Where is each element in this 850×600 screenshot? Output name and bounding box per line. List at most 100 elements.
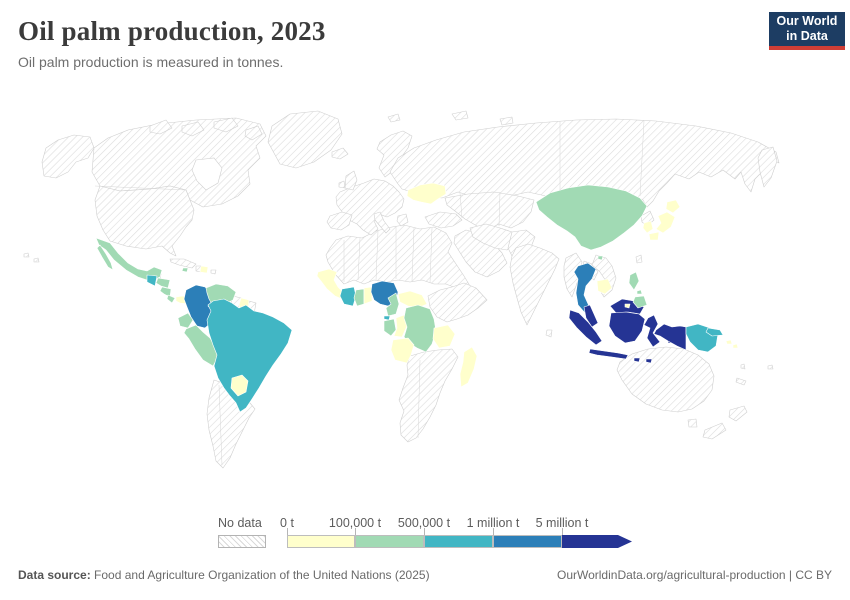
country-australia[interactable] bbox=[616, 346, 715, 413]
country-indonesia[interactable] bbox=[633, 357, 641, 363]
region-southern-africa[interactable] bbox=[398, 348, 459, 443]
region-central-asia[interactable] bbox=[444, 191, 535, 231]
country-brazil[interactable] bbox=[206, 298, 293, 413]
country-cote-divoire[interactable] bbox=[339, 286, 357, 307]
country-ghana[interactable] bbox=[353, 288, 365, 307]
country-philippines[interactable] bbox=[628, 271, 640, 291]
country-iceland[interactable] bbox=[331, 147, 349, 160]
page-subtitle: Oil palm production is measured in tonne… bbox=[18, 54, 284, 70]
legend-no-data-label: No data bbox=[218, 516, 262, 530]
country-new-zealand[interactable] bbox=[728, 405, 748, 422]
country-sri-lanka[interactable] bbox=[545, 329, 553, 338]
country-papua-new-guinea[interactable] bbox=[685, 323, 719, 353]
page-title: Oil palm production, 2023 bbox=[18, 16, 326, 46]
country-thailand[interactable] bbox=[573, 262, 597, 314]
country-greece[interactable] bbox=[396, 213, 409, 227]
country-madagascar[interactable] bbox=[459, 346, 478, 388]
country-fiji[interactable] bbox=[767, 364, 774, 370]
region-tasmania[interactable] bbox=[687, 418, 698, 428]
country-dominican-republic[interactable] bbox=[199, 265, 209, 274]
country-puerto-rico[interactable] bbox=[210, 269, 217, 275]
country-hawaii[interactable] bbox=[23, 252, 30, 258]
country-japan[interactable] bbox=[655, 211, 676, 234]
country-china[interactable] bbox=[535, 184, 648, 251]
country-gabon[interactable] bbox=[383, 318, 397, 337]
country-indonesia[interactable] bbox=[568, 309, 603, 346]
legend-bin-swatch[interactable] bbox=[493, 535, 562, 548]
country-arctic-island[interactable] bbox=[213, 117, 239, 133]
country-ecuador[interactable] bbox=[177, 312, 194, 329]
region-kamchatka[interactable] bbox=[757, 146, 778, 188]
country-mexico[interactable] bbox=[95, 237, 163, 282]
legend-tick bbox=[355, 528, 356, 535]
legend-bin-swatch[interactable] bbox=[424, 535, 493, 548]
country-japan[interactable] bbox=[648, 231, 660, 241]
country-tanzania[interactable] bbox=[432, 324, 456, 349]
region-east-africa[interactable] bbox=[427, 282, 488, 323]
country-angola[interactable] bbox=[390, 337, 415, 364]
legend-bin-swatch[interactable] bbox=[355, 535, 424, 548]
legend-tick bbox=[493, 528, 494, 535]
country-vanuatu[interactable] bbox=[740, 363, 746, 370]
region-togo-benin[interactable] bbox=[363, 286, 373, 305]
country-cuba[interactable] bbox=[169, 258, 197, 269]
legend-bin-swatch[interactable] bbox=[287, 535, 355, 548]
owid-logo-line1: Our World bbox=[776, 14, 838, 28]
country-usa[interactable] bbox=[94, 185, 195, 257]
owid-logo[interactable]: Our World in Data bbox=[769, 12, 845, 50]
country-arctic-island[interactable] bbox=[499, 116, 514, 126]
legend-no-data-swatch[interactable] bbox=[218, 535, 266, 548]
country-solomon-islands[interactable] bbox=[725, 339, 733, 345]
country-new-zealand[interactable] bbox=[702, 422, 727, 440]
country-south-korea[interactable] bbox=[642, 220, 654, 234]
country-papua-new-guinea[interactable] bbox=[705, 327, 724, 337]
region-hainan[interactable] bbox=[597, 255, 604, 261]
country-brunei[interactable] bbox=[624, 303, 631, 309]
country-taiwan[interactable] bbox=[635, 254, 643, 264]
country-nicaragua[interactable] bbox=[159, 286, 172, 298]
country-india[interactable] bbox=[509, 243, 560, 326]
country-indonesia[interactable] bbox=[653, 323, 687, 351]
country-costa-rica[interactable] bbox=[166, 294, 176, 304]
country-myanmar[interactable] bbox=[563, 252, 583, 298]
country-philippines[interactable] bbox=[632, 295, 648, 309]
country-indonesia[interactable] bbox=[645, 358, 653, 364]
country-jamaica[interactable] bbox=[181, 267, 189, 273]
country-arctic-island[interactable] bbox=[244, 125, 263, 141]
country-honduras[interactable] bbox=[155, 277, 171, 289]
country-cambodia[interactable] bbox=[596, 278, 613, 295]
country-arctic-island[interactable] bbox=[181, 121, 205, 137]
region-north-africa[interactable] bbox=[325, 224, 471, 295]
country-congo[interactable] bbox=[393, 314, 408, 338]
country-turkey[interactable] bbox=[424, 211, 463, 229]
country-equatorial-guinea[interactable] bbox=[383, 315, 391, 321]
country-svalbard[interactable] bbox=[387, 113, 401, 123]
credit-link[interactable]: OurWorldinData.org/agricultural-producti… bbox=[556, 568, 832, 582]
country-arctic-island[interactable] bbox=[451, 110, 469, 121]
country-cameroon[interactable] bbox=[385, 292, 400, 317]
country-solomon-islands[interactable] bbox=[732, 343, 739, 349]
legend-tick-label: 100,000 t bbox=[328, 516, 382, 530]
region-iberia[interactable] bbox=[326, 211, 353, 231]
legend-bin-swatch-arrow[interactable] bbox=[562, 535, 632, 548]
country-uk[interactable] bbox=[344, 170, 358, 191]
country-paraguay[interactable] bbox=[230, 374, 249, 397]
country-hawaii[interactable] bbox=[33, 257, 40, 263]
country-indonesia[interactable] bbox=[608, 311, 646, 344]
country-japan[interactable] bbox=[665, 199, 681, 214]
country-alaska[interactable] bbox=[41, 134, 95, 179]
country-guatemala[interactable] bbox=[146, 274, 158, 287]
country-indonesia[interactable] bbox=[643, 314, 661, 348]
country-new-caledonia[interactable] bbox=[735, 377, 747, 386]
country-greenland[interactable] bbox=[267, 110, 343, 169]
country-ukraine[interactable] bbox=[406, 182, 447, 205]
country-ireland[interactable] bbox=[338, 180, 346, 189]
country-arctic-island[interactable] bbox=[149, 119, 173, 135]
country-drc[interactable] bbox=[403, 304, 437, 353]
country-malaysia[interactable] bbox=[583, 304, 599, 328]
country-central-african-republic[interactable] bbox=[397, 290, 428, 309]
country-indonesia[interactable] bbox=[588, 348, 629, 360]
country-philippines[interactable] bbox=[636, 289, 643, 295]
country-italy[interactable] bbox=[373, 211, 391, 234]
